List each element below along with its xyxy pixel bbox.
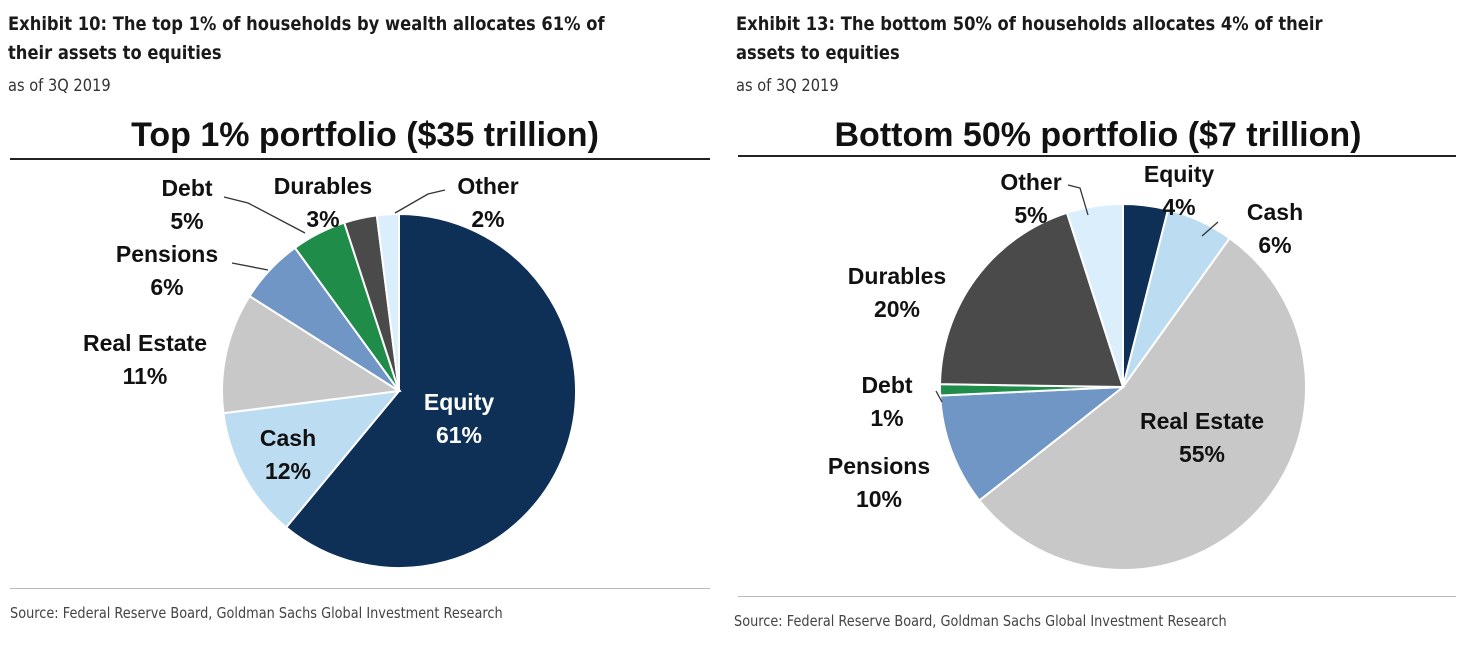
slice-value-equity: 4%: [1162, 194, 1195, 220]
slice-value-other: 2%: [471, 206, 504, 232]
slice-value-durables: 20%: [874, 296, 920, 322]
slice-label-pensions: Pensions: [828, 453, 930, 479]
slice-label-debt: Debt: [861, 372, 912, 398]
pie-slice-durables: [939, 211, 1125, 389]
pie-slice-real-estate: [978, 236, 1307, 571]
exhibit-13-panel: Exhibit 13: The bottom 50% of households…: [728, 0, 1477, 645]
slice-value-debt: 1%: [870, 405, 903, 431]
pie-slice-other: [375, 212, 400, 392]
exhibit-10-panel: Exhibit 10: The top 1% of households by …: [0, 0, 720, 645]
slice-label-durables: Durables: [848, 263, 946, 289]
slice-label-other: Other: [1000, 169, 1061, 195]
slice-label-other: Other: [457, 173, 518, 199]
slice-value-other: 5%: [1014, 202, 1047, 228]
source-rule: [738, 596, 1456, 597]
slice-label-debt: Debt: [161, 175, 212, 201]
chart-title: Top 1% portfolio ($35 trillion): [131, 116, 599, 154]
pie-chart-top-1pct: Equity 61% Cash 12% Real Estate 11% Pensions 6%…: [83, 173, 577, 569]
source-rule: [10, 588, 710, 589]
slice-label-equity: Equity: [1144, 161, 1214, 187]
pie-slice-other: [1065, 202, 1124, 388]
slice-value-pensions: 10%: [856, 486, 902, 512]
leader-line-debt: [223, 196, 306, 234]
slice-value-cash: 6%: [1258, 232, 1291, 258]
pie-slice-cash: [222, 389, 402, 529]
leader-line-other: [1067, 184, 1089, 216]
exhibit-title: Exhibit 10: The top 1% of households by …: [8, 13, 605, 64]
slice-label-pensions: Pensions: [116, 241, 218, 267]
slice-label-equity: Equity: [424, 389, 494, 415]
chart-title: Bottom 50% portfolio ($7 trillion): [834, 116, 1362, 154]
slice-value-cash: 12%: [265, 458, 311, 484]
title-rule: [10, 158, 710, 160]
source-note: Source: Federal Reserve Board, Goldman S…: [734, 612, 1227, 630]
slice-label-durables: Durables: [274, 173, 372, 199]
pie-slice-equity: [284, 212, 577, 569]
pie-slice-real-estate: [221, 294, 402, 415]
exhibit-title: Exhibit 13: The bottom 50% of households…: [736, 13, 1323, 64]
title-rule: [738, 155, 1456, 157]
slice-label-real-estate: Real Estate: [83, 330, 207, 356]
as-of-date: as of 3Q 2019: [8, 76, 111, 96]
slice-value-durables: 3%: [306, 206, 339, 232]
as-of-date: as of 3Q 2019: [736, 76, 839, 96]
slice-label-real-estate: Real Estate: [1140, 408, 1264, 434]
slice-value-real-estate: 55%: [1179, 441, 1225, 467]
slice-label-cash: Cash: [260, 425, 316, 451]
slice-label-cash: Cash: [1247, 199, 1303, 225]
leader-line-cash: [1201, 221, 1219, 237]
slice-value-debt: 5%: [170, 208, 203, 234]
source-note: Source: Federal Reserve Board, Goldman S…: [10, 604, 503, 622]
leader-line-other: [394, 189, 446, 214]
slice-value-pensions: 6%: [150, 274, 183, 300]
pie-chart-bottom-50pct: Equity 4% Cash 6% Real Estate 55% Pensions 10% D…: [828, 161, 1307, 571]
leader-line-pensions: [231, 262, 269, 271]
slice-value-equity: 61%: [436, 422, 482, 448]
slice-value-real-estate: 11%: [123, 363, 168, 389]
leader-line-debt: [935, 390, 943, 403]
